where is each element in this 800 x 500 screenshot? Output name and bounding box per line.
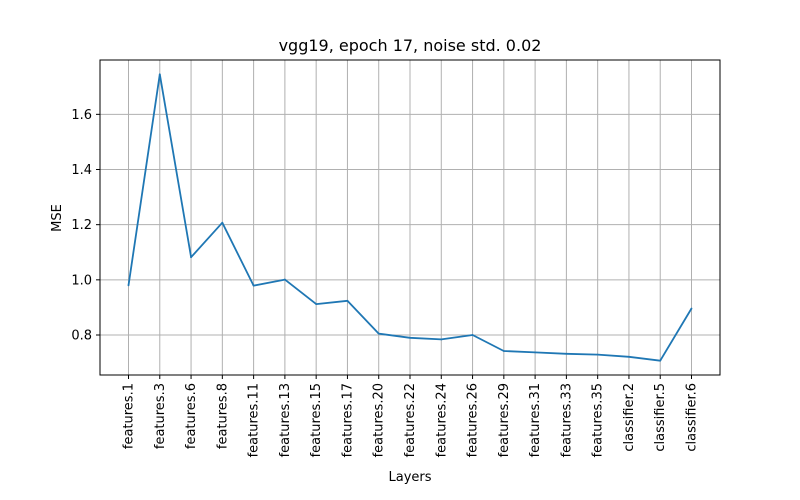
- x-tick-label: features.26: [466, 383, 481, 457]
- data-point: [127, 284, 130, 287]
- y-axis: 0.8 1.0 1.2 1.4 1.6: [71, 108, 100, 344]
- y-axis-label: MSE: [50, 204, 65, 232]
- x-tick-label: features.6: [184, 383, 199, 449]
- x-tick-label: classifier.2: [622, 383, 637, 452]
- data-point: [252, 284, 255, 287]
- data-point: [346, 299, 349, 302]
- x-tick-label: features.8: [215, 383, 230, 449]
- data-point: [440, 338, 443, 341]
- data-point: [283, 278, 286, 281]
- x-tick-label: features.3: [153, 383, 168, 449]
- y-tick-label: 1.0: [71, 273, 92, 288]
- x-axis: features.1 features.3 features.6 features.8…: [122, 375, 700, 457]
- data-point: [534, 351, 537, 354]
- x-tick-label: features.29: [497, 383, 512, 457]
- y-tick-label: 1.6: [71, 108, 92, 123]
- x-tick-label: features.31: [528, 383, 543, 457]
- x-axis-label: Layers: [388, 470, 431, 485]
- data-point: [565, 352, 568, 355]
- x-tick-label: classifier.6: [685, 383, 700, 452]
- data-point: [221, 221, 224, 224]
- x-tick-label: features.24: [434, 383, 449, 457]
- y-tick-label: 0.8: [71, 329, 92, 344]
- x-tick-label: features.33: [559, 383, 574, 457]
- x-tick-label: features.35: [591, 383, 606, 457]
- data-point: [628, 355, 630, 358]
- x-tick-label: features.22: [403, 383, 418, 457]
- x-tick-label: features.15: [309, 383, 324, 457]
- data-point: [409, 336, 411, 339]
- data-point: [190, 256, 192, 259]
- y-tick-label: 1.2: [71, 218, 92, 233]
- data-point: [471, 334, 474, 336]
- series-layer: [127, 73, 693, 362]
- chart-title: vgg19, epoch 17, noise std. 0.02: [279, 36, 542, 55]
- x-tick-label: features.13: [278, 383, 293, 457]
- data-point: [315, 303, 318, 306]
- x-tick-label: features.20: [372, 383, 387, 457]
- x-tick-label: features.11: [247, 383, 262, 457]
- data-point: [596, 353, 599, 356]
- x-tick-label: classifier.5: [653, 383, 668, 452]
- data-point: [690, 307, 693, 310]
- data-point: [659, 359, 662, 362]
- grid: [100, 60, 720, 375]
- x-tick-label: features.1: [122, 383, 137, 449]
- data-point: [158, 73, 161, 76]
- data-point: [377, 332, 380, 335]
- y-tick-label: 1.4: [71, 163, 92, 178]
- data-point: [502, 350, 505, 352]
- x-tick-label: features.17: [340, 383, 355, 457]
